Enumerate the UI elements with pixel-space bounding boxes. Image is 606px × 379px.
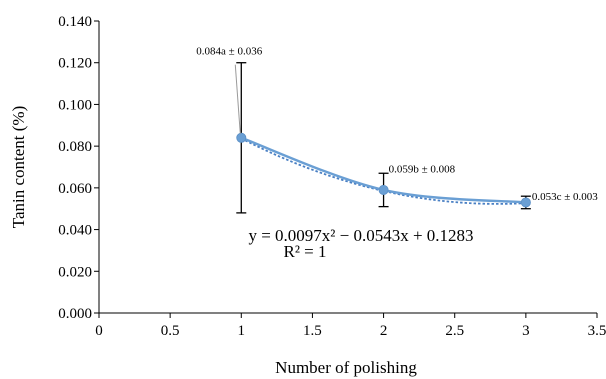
- x-axis-ticks: 0 0.5 1 1.5 2 2.5 3 3.5: [95, 313, 606, 339]
- point-label: 0.059b ± 0.008: [389, 163, 456, 175]
- x-axis-title: Number of polishing: [275, 358, 417, 377]
- label-leader-line: [234, 64, 241, 134]
- y-tick-label: 0.120: [58, 56, 92, 72]
- x-tick-label: 1: [238, 323, 246, 339]
- x-tick-label: 2: [380, 323, 388, 339]
- y-tick-label: 0.060: [58, 181, 92, 197]
- y-axis-title: Tanin content (%): [9, 106, 28, 229]
- data-point: [378, 184, 389, 195]
- y-tick-label: 0.040: [58, 223, 92, 239]
- x-tick-label: 2.5: [445, 323, 464, 339]
- y-tick-label: 0.020: [58, 264, 92, 280]
- data-point: [520, 197, 531, 208]
- trendline-equation: y = 0.0097x² − 0.0543x + 0.1283: [248, 226, 473, 245]
- trendline: [240, 137, 526, 205]
- x-tick-label: 3.5: [588, 323, 606, 339]
- y-tick-label: 0.100: [58, 97, 92, 113]
- y-tick-label: 0.080: [58, 139, 92, 155]
- data-point: [236, 132, 247, 143]
- x-tick-label: 0.5: [161, 323, 180, 339]
- x-tick-label: 3: [522, 323, 530, 339]
- point-label: 0.053c ± 0.003: [532, 191, 598, 203]
- y-tick-label: 0.000: [58, 306, 92, 322]
- y-axis-ticks: 0.000 0.020 0.040 0.060 0.080 0.100 0.120 0.140: [58, 14, 99, 322]
- data-points: [236, 132, 531, 208]
- point-label: 0.084a ± 0.036: [196, 46, 262, 58]
- trendline-r-squared: R² = 1: [283, 242, 326, 261]
- x-tick-label: 1.5: [303, 323, 322, 339]
- point-labels: 0.084a ± 0.036 0.059b ± 0.008 0.053c ± 0.0…: [196, 46, 598, 203]
- y-tick-label: 0.140: [58, 14, 92, 30]
- x-tick-label: 0: [95, 323, 103, 339]
